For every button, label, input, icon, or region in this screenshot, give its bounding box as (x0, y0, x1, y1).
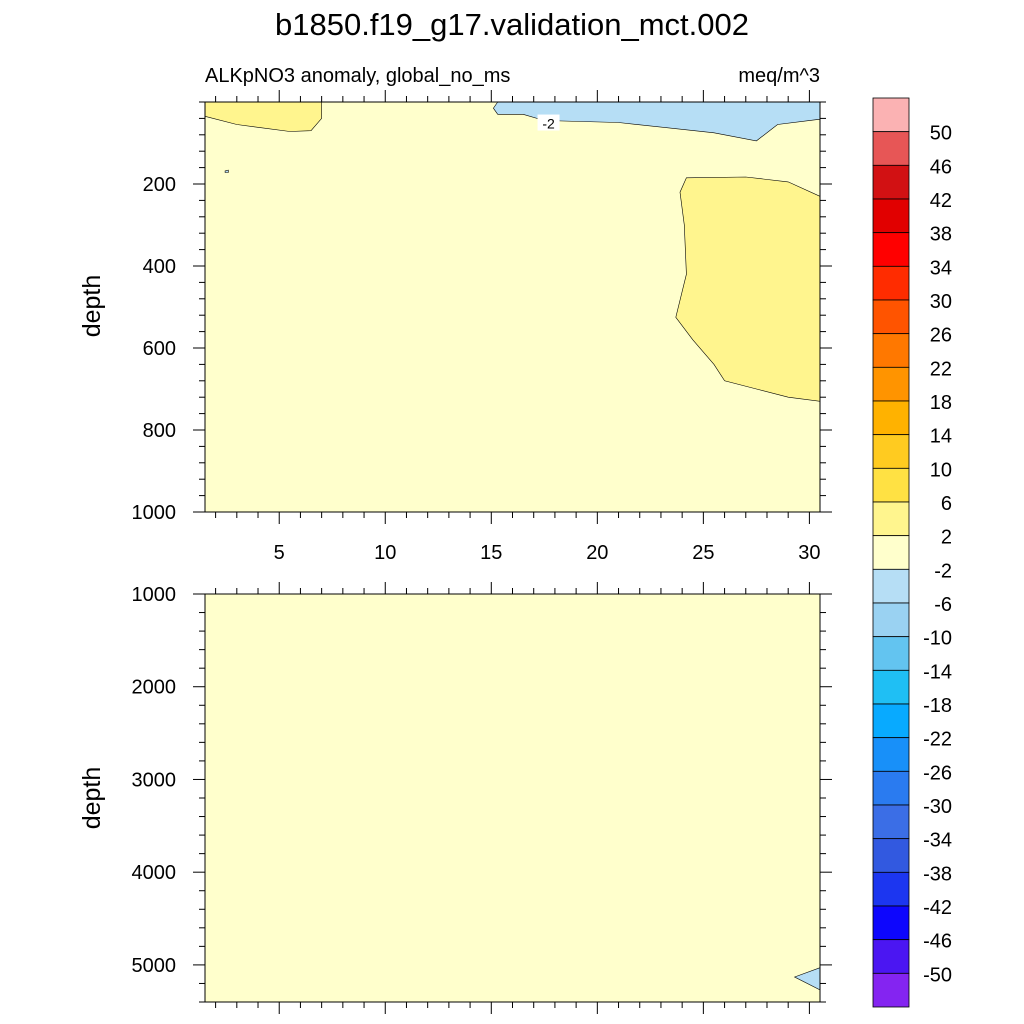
colorbar-swatch (872, 131, 910, 166)
bottom-panel: 1000 2000 3000 4000 5000 (132, 582, 832, 1014)
colorbar-label: -22 (923, 729, 952, 751)
colorbar-swatch (872, 770, 910, 806)
colorbar-swatch (872, 737, 910, 772)
contour-label-box (537, 114, 560, 131)
colorbar-label: -38 (923, 863, 952, 885)
top-panel-y-tick-label: 600 (143, 338, 176, 360)
top-panel-x-tick-label: 20 (586, 542, 608, 564)
colorbar-swatch (872, 871, 910, 907)
top-panel-x-tick-label: 10 (374, 542, 396, 564)
colorbar-swatch (872, 467, 910, 503)
colorbar-swatch (872, 232, 910, 267)
colorbar-label: -6 (934, 594, 952, 616)
colorbar-label: 6 (941, 493, 952, 515)
colorbar-swatch (872, 568, 910, 604)
colorbar-label: 34 (930, 257, 952, 279)
top-panel-region-small-negative-dot (224, 169, 229, 173)
colorbar-swatch (872, 703, 910, 739)
colorbar-swatch (872, 905, 910, 941)
bottom-panel-background-fill (205, 594, 820, 1002)
top-panel: 5 10 15 20 25 30 200 400 600 800 1000 -2 (132, 90, 832, 564)
colorbar-label: 38 (930, 224, 952, 246)
colorbar-label: -46 (923, 931, 952, 953)
bottom-panel-y-tick-label: 2000 (132, 677, 177, 699)
bottom-panel-y-tick-label: 3000 (132, 769, 177, 791)
colorbar-label: -26 (923, 762, 952, 784)
top-panel-y-tick-label: 800 (143, 420, 176, 442)
colorbar-label: -2 (934, 560, 952, 582)
colorbar-swatch (872, 265, 910, 301)
colorbar-label: -42 (923, 897, 952, 919)
colorbar-swatch (872, 434, 910, 469)
colorbar-swatch (872, 97, 910, 133)
colorbar-label: 22 (930, 358, 952, 380)
colorbar-label: -14 (923, 661, 952, 683)
colorbar-swatch (872, 804, 910, 840)
top-panel-y-tick-label: 400 (143, 256, 176, 278)
top-panel-x-tick-label: 30 (798, 542, 820, 564)
colorbar-swatch (872, 535, 910, 570)
colorbar-label: -10 (923, 628, 952, 650)
top-panel-ylabel: depth (78, 275, 106, 338)
colorbar-swatch (872, 164, 910, 200)
colorbar-swatch (872, 299, 910, 335)
colorbar-label: -18 (923, 695, 952, 717)
chart-subtitle-left: ALKpNO3 anomaly, global_no_ms (205, 65, 510, 87)
colorbar: 50 46 42 38 34 30 26 22 18 14 10 6 2 -2 -6 -10 -14 -18 -22… (872, 97, 952, 1008)
chart-subtitle-right: meq/m^3 (738, 65, 820, 87)
bottom-panel-ylabel: depth (78, 767, 106, 830)
top-panel-y-tick-label: 1000 (132, 502, 177, 524)
colorbar-swatch (872, 939, 910, 974)
colorbar-label: 30 (930, 291, 952, 313)
colorbar-label: 2 (941, 527, 952, 549)
top-panel-region-subsurface-positive-right (675, 176, 821, 402)
colorbar-swatch (872, 366, 910, 402)
top-panel-x-tick-label: 15 (480, 542, 502, 564)
colorbar-swatch (872, 400, 910, 436)
top-panel-x-tick-label: 25 (692, 542, 714, 564)
colorbar-label: 18 (930, 392, 952, 414)
colorbar-swatch (872, 501, 910, 537)
bottom-panel-y-tick-label: 4000 (132, 862, 177, 884)
colorbar-swatch (872, 602, 910, 638)
chart-title: b1850.f19_g17.validation_mct.002 (275, 7, 749, 42)
top-panel-x-tick-label: 5 (274, 542, 285, 564)
colorbar-label: 50 (930, 123, 952, 145)
colorbar-label: -34 (923, 830, 952, 852)
colorbar-label: 10 (930, 459, 952, 481)
colorbar-label: 26 (930, 325, 952, 347)
colorbar-swatch (872, 198, 910, 234)
colorbar-swatch (872, 669, 910, 705)
top-panel-y-tick-label: 200 (143, 174, 176, 196)
colorbar-swatch (872, 333, 910, 368)
colorbar-swatch (872, 636, 910, 671)
bottom-panel-y-tick-label: 5000 (132, 955, 177, 977)
bottom-panel-y-tick-label: 1000 (132, 584, 177, 606)
colorbar-label: -30 (923, 796, 952, 818)
colorbar-label: -50 (923, 964, 952, 986)
colorbar-label: 42 (930, 190, 952, 212)
contour-label: -2 (542, 116, 555, 132)
colorbar-swatch (872, 972, 910, 1008)
colorbar-swatch (872, 838, 910, 873)
colorbar-label: 46 (930, 156, 952, 178)
colorbar-label: 14 (930, 426, 952, 448)
